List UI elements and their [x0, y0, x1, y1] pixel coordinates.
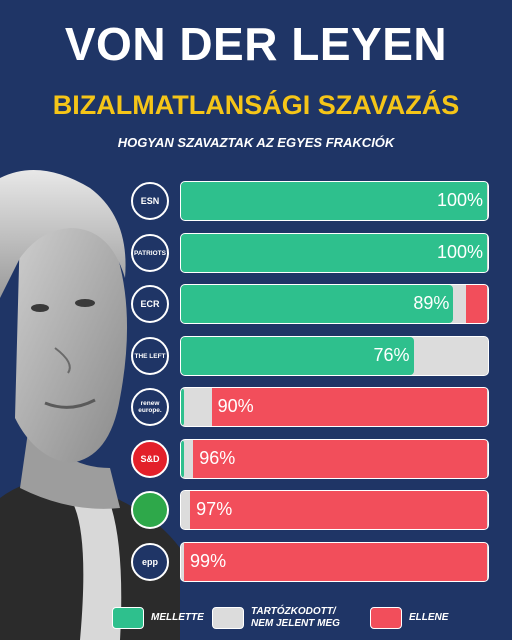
bar-row: 76% — [180, 336, 489, 376]
bar-row: 89% — [180, 284, 489, 324]
legend-swatch-ellene — [370, 607, 402, 629]
bar-value-label: 76% — [373, 345, 410, 365]
page-title: VON DER LEYEN — [64, 18, 448, 70]
bar-row: 96% — [180, 439, 489, 479]
bar-segment-yes — [181, 388, 185, 426]
bar-row: 100% — [180, 181, 489, 221]
bar-segment-no — [465, 285, 487, 323]
bar-value-label: 89% — [413, 293, 450, 313]
legend-label-mellette: MELLETTE — [151, 612, 204, 623]
bar-value-label: 99% — [190, 551, 227, 571]
bar-segment-abs — [181, 491, 191, 529]
page-subtitle: BIZALMATLANSÁGI SZAVAZÁS — [52, 90, 460, 120]
party-logo-icon: ESN — [131, 182, 169, 220]
legend-swatch-mellette — [112, 607, 144, 629]
party-logo-icon: ECR — [131, 285, 169, 323]
chart-caption: HOGYAN SZAVAZTAK AZ EGYES FRAKCIÓK — [117, 135, 395, 150]
bar-segment-no — [184, 543, 487, 581]
bar-segment-abs — [413, 337, 487, 375]
legend-item-tartozkodott: TARTÓZKODOTT/ NEM JELENT MEG — [212, 604, 340, 632]
bar-segment-yes — [181, 182, 487, 220]
bar-segment-no — [193, 440, 487, 478]
bar-segment-abs — [184, 440, 194, 478]
bar-value-label: 100% — [436, 242, 483, 262]
bar-value-label: 97% — [196, 499, 233, 519]
legend-label-ellene: ELLENE — [409, 612, 449, 623]
bar-segment-abs — [453, 285, 466, 323]
party-logo-icon: S&D — [131, 440, 169, 478]
party-logo-icon: PATRIOTS — [131, 234, 169, 272]
bar-row: 99% — [180, 542, 489, 582]
legend-label-tartozkodott-line2: NEM JELENT MEG — [251, 618, 340, 629]
legend-swatch-tartozkodott — [212, 607, 244, 629]
bar-segment-abs — [184, 388, 212, 426]
party-logo-icon: THE LEFT — [131, 337, 169, 375]
bar-row: 97% — [180, 490, 489, 530]
bar-row: 100% — [180, 233, 489, 273]
legend-label-tartozkodott-line1: TARTÓZKODOTT/ — [251, 606, 336, 617]
bar-value-label: 100% — [436, 190, 483, 210]
bar-row: 90% — [180, 387, 489, 427]
legend-item-mellette: MELLETTE — [112, 604, 204, 632]
bar-segment-no — [190, 491, 487, 529]
party-logo-icon: epp — [131, 543, 169, 581]
legend-label-tartozkodott: TARTÓZKODOTT/ NEM JELENT MEG — [251, 606, 340, 630]
bar-segment-yes — [181, 337, 414, 375]
bar-segment-yes — [181, 285, 454, 323]
bar-value-label: 90% — [217, 396, 254, 416]
bar-segment-yes — [181, 234, 487, 272]
legend-item-ellene: ELLENE — [370, 604, 448, 632]
bar-segment-yes — [181, 440, 185, 478]
party-logo-icon: renew europe. — [131, 388, 169, 426]
bar-segment-no — [211, 388, 487, 426]
party-logo-icon — [131, 491, 169, 529]
bar-value-label: 96% — [199, 448, 236, 468]
bar-segment-abs — [181, 543, 185, 581]
